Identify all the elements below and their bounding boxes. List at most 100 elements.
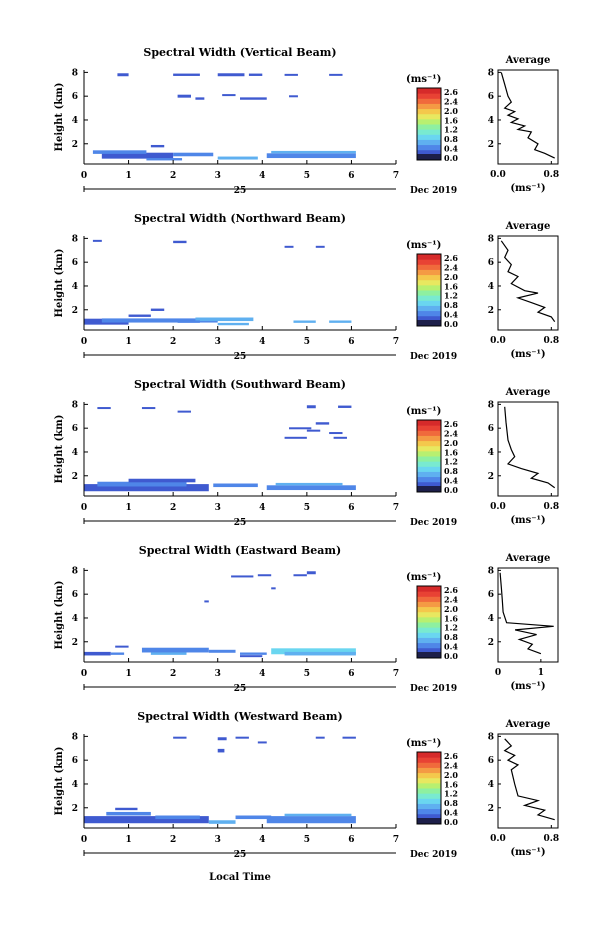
colorbar-segment bbox=[417, 445, 441, 452]
heatmap-cell bbox=[217, 322, 249, 326]
colorbar-segment bbox=[417, 752, 441, 758]
date-label: Dec 2019 bbox=[410, 352, 457, 362]
heatmap-cell bbox=[141, 647, 209, 653]
colorbar-segment bbox=[417, 139, 441, 146]
colorbar-tick-label: 1.6 bbox=[444, 115, 458, 125]
avg-y-tick-label: 2 bbox=[488, 140, 494, 150]
heatmap-cell bbox=[306, 429, 321, 432]
colorbar-segment bbox=[417, 632, 441, 638]
colorbar-segment bbox=[417, 284, 441, 291]
heatmap-cell bbox=[173, 736, 187, 739]
colorbar-tick-label: 0.0 bbox=[444, 153, 458, 163]
heatmap-cell bbox=[173, 240, 187, 244]
colorbar-tick-label: 0.8 bbox=[444, 134, 458, 144]
avg-y-tick-label: 6 bbox=[488, 92, 494, 102]
avg-y-tick-label: 4 bbox=[488, 116, 494, 126]
x-tick-label: 6 bbox=[348, 669, 354, 679]
x-tick-label: 3 bbox=[215, 835, 221, 845]
colorbar-segment bbox=[417, 481, 441, 488]
x-tick-label: 2 bbox=[170, 669, 176, 679]
avg-x-tick-label: 0.8 bbox=[543, 336, 559, 346]
colorbar-segment bbox=[417, 471, 441, 478]
avg-y-tick-label: 2 bbox=[488, 472, 494, 482]
heatmap-cell bbox=[208, 649, 236, 653]
heatmap-cell bbox=[217, 748, 225, 753]
avg-y-tick-label: 6 bbox=[488, 590, 494, 600]
heatmap-cell bbox=[150, 652, 187, 655]
heatmap-cell bbox=[217, 737, 227, 741]
avg-profile-line bbox=[500, 72, 555, 159]
heatmap-cell bbox=[284, 436, 307, 439]
avg-y-tick-label: 4 bbox=[488, 448, 494, 458]
colorbar-segment bbox=[417, 611, 441, 618]
colorbar-segment bbox=[417, 622, 441, 628]
y-tick-label: 8 bbox=[72, 732, 78, 742]
x-tick-label: 0 bbox=[81, 337, 87, 347]
colorbar-segment bbox=[417, 803, 441, 810]
colorbar-segment bbox=[417, 264, 441, 270]
heatmap-cell bbox=[117, 73, 129, 77]
avg-y-tick-label: 6 bbox=[488, 258, 494, 268]
y-tick-label: 2 bbox=[72, 804, 78, 814]
colorbar-segment bbox=[417, 259, 441, 265]
avg-y-tick-label: 6 bbox=[488, 424, 494, 434]
colorbar-segment bbox=[417, 456, 441, 462]
avg-profile-line bbox=[503, 738, 555, 821]
x-tick-label: 0 bbox=[81, 835, 87, 845]
colorbar-segment bbox=[417, 637, 441, 644]
heatmap-cell bbox=[266, 816, 356, 824]
date-day: 25 bbox=[234, 518, 247, 528]
colorbar-segment bbox=[417, 818, 441, 824]
colorbar-segment bbox=[417, 591, 441, 597]
heatmap-cell bbox=[333, 436, 347, 439]
panel-title: Spectral Width (Southward Beam) bbox=[134, 378, 346, 391]
heatmap-cell bbox=[204, 600, 209, 603]
x-tick-label: 4 bbox=[259, 503, 265, 513]
y-tick-label: 6 bbox=[72, 92, 78, 102]
x-tick-label: 1 bbox=[125, 669, 131, 679]
y-tick-label: 4 bbox=[72, 282, 78, 292]
avg-x-label: (ms⁻¹) bbox=[510, 349, 545, 360]
colorbar-segment bbox=[417, 440, 441, 447]
avg-y-tick-label: 4 bbox=[488, 282, 494, 292]
x-tick-label: 0 bbox=[81, 503, 87, 513]
units-label: (ms⁻¹) bbox=[406, 240, 441, 251]
date-label: Dec 2019 bbox=[410, 850, 457, 860]
heatmap-cell bbox=[84, 816, 209, 824]
colorbar-tick-label: 0.4 bbox=[444, 310, 458, 320]
heatmap-cell bbox=[293, 320, 316, 323]
heatmap-cell bbox=[92, 150, 147, 154]
heatmap-cell bbox=[235, 815, 272, 820]
heatmap-cell bbox=[222, 94, 236, 97]
heatmap-cell bbox=[173, 152, 214, 157]
avg-y-tick-label: 8 bbox=[488, 400, 494, 410]
colorbar-tick-label: 1.2 bbox=[444, 291, 458, 301]
x-tick-label: 4 bbox=[259, 337, 265, 347]
colorbar-segment bbox=[417, 772, 441, 779]
colorbar-segment bbox=[417, 149, 441, 156]
colorbar-segment bbox=[417, 788, 441, 794]
units-label: (ms⁻¹) bbox=[406, 74, 441, 85]
colorbar-tick-label: 2.4 bbox=[444, 96, 458, 106]
avg-y-tick-label: 2 bbox=[488, 804, 494, 814]
heatmap-cell bbox=[342, 736, 356, 739]
colorbar-segment bbox=[417, 124, 441, 130]
colorbar-segment bbox=[417, 420, 441, 426]
heatmap-cell bbox=[195, 317, 254, 322]
y-tick-label: 2 bbox=[72, 638, 78, 648]
heatmap-cell bbox=[289, 427, 312, 430]
heatmap-cell bbox=[101, 318, 218, 323]
units-label: (ms⁻¹) bbox=[406, 572, 441, 583]
colorbar-segment bbox=[417, 300, 441, 306]
avg-y-tick-label: 6 bbox=[488, 756, 494, 766]
colorbar-segment bbox=[417, 254, 441, 260]
colorbar-frame bbox=[416, 585, 442, 659]
y-tick-label: 4 bbox=[72, 780, 78, 790]
colorbar-tick-label: 2.4 bbox=[444, 428, 458, 438]
date-day: 25 bbox=[234, 186, 247, 196]
x-tick-label: 1 bbox=[125, 171, 131, 181]
y-tick-label: 8 bbox=[72, 68, 78, 78]
colorbar-segment bbox=[417, 315, 441, 322]
avg-title: Average bbox=[505, 55, 551, 66]
colorbar-segment bbox=[417, 762, 441, 768]
